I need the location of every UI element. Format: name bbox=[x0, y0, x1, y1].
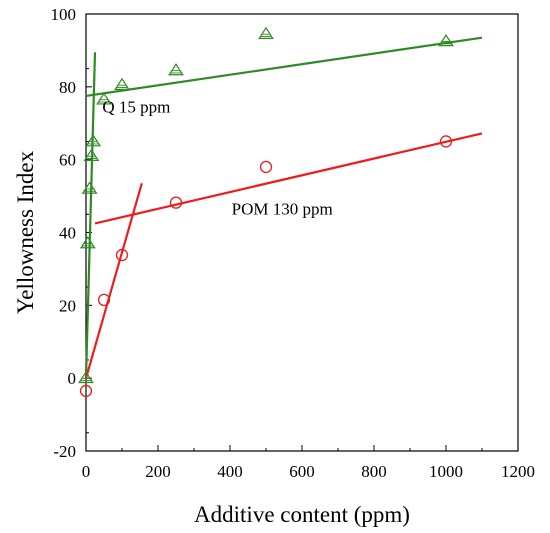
data-point-circle bbox=[97, 293, 111, 307]
y-tick-label: 80 bbox=[59, 78, 76, 97]
x-axis-label: Additive content (ppm) bbox=[194, 502, 410, 527]
fit-line bbox=[84, 183, 143, 379]
fit-line bbox=[84, 52, 97, 379]
fit-lines bbox=[84, 36, 483, 379]
data-point-triangle bbox=[438, 34, 454, 47]
y-tick-label: 20 bbox=[59, 296, 76, 315]
x-axis-ticks: 0 200 400 600 800 1000 1200 bbox=[82, 445, 535, 481]
y-tick-label: 0 bbox=[68, 369, 77, 388]
x-tick-label: 1200 bbox=[501, 462, 535, 481]
data-point-triangle bbox=[81, 181, 98, 194]
data-point-circle bbox=[115, 248, 129, 262]
data-point-triangle bbox=[96, 92, 112, 105]
y-axis-ticks: -20 0 20 40 60 80 100 bbox=[51, 5, 92, 461]
data-markers bbox=[78, 26, 454, 398]
series-annotation: Q 15 ppm bbox=[102, 97, 170, 116]
y-tick-label: 60 bbox=[59, 151, 76, 170]
x-tick-label: 0 bbox=[82, 462, 91, 481]
x-tick-label: 200 bbox=[145, 462, 171, 481]
data-point-circle bbox=[259, 160, 273, 174]
data-point-circle bbox=[169, 196, 183, 209]
data-point-triangle bbox=[79, 236, 96, 249]
x-tick-label: 400 bbox=[217, 462, 243, 481]
x-tick-label: 800 bbox=[361, 462, 387, 481]
annotations: Q 15 ppm POM 130 ppm bbox=[102, 97, 332, 218]
y-tick-label: 40 bbox=[59, 224, 76, 243]
data-point-triangle bbox=[258, 26, 274, 39]
fit-line bbox=[85, 36, 483, 98]
data-point-triangle bbox=[83, 148, 100, 161]
fit-line bbox=[94, 132, 483, 225]
x-tick-label: 1000 bbox=[429, 462, 463, 481]
data-point-triangle bbox=[168, 63, 184, 76]
data-point-circle bbox=[79, 384, 93, 398]
x-tick-label: 600 bbox=[289, 462, 315, 481]
y-tick-label: 100 bbox=[51, 5, 77, 24]
data-point-circle bbox=[439, 135, 453, 148]
y-axis-label: Yellowness Index bbox=[13, 150, 38, 314]
data-point-triangle bbox=[78, 370, 94, 384]
y-tick-label: -20 bbox=[53, 442, 76, 461]
series-annotation: POM 130 ppm bbox=[232, 199, 333, 218]
data-point-triangle bbox=[114, 77, 130, 90]
plot-frame bbox=[85, 13, 519, 452]
data-point-triangle bbox=[85, 134, 102, 147]
